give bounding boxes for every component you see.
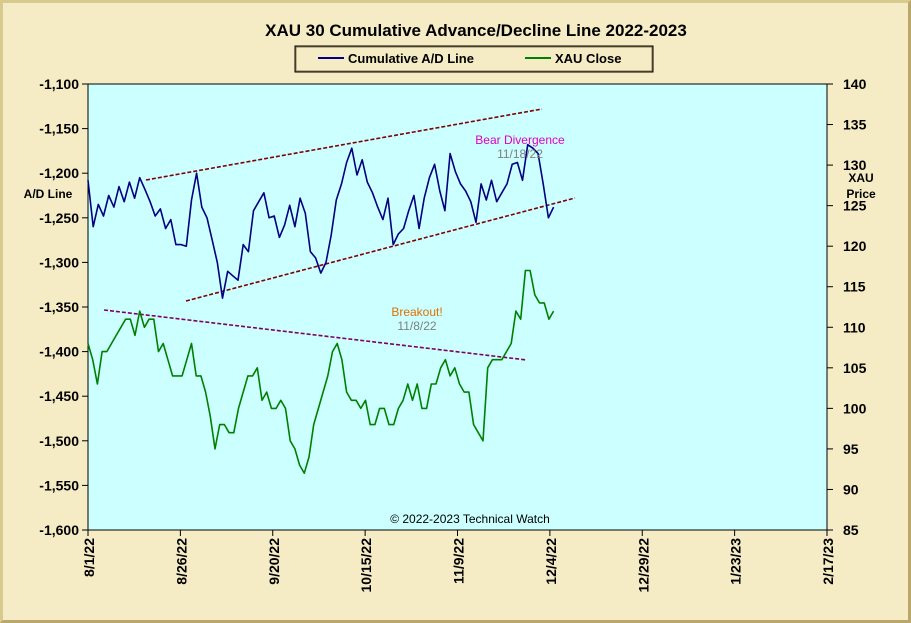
y-tick-label: -1,200 xyxy=(39,165,79,181)
y2-tick-label: 140 xyxy=(843,76,867,92)
y-tick-label: -1,500 xyxy=(39,433,79,449)
series-line-xau-close xyxy=(87,269,555,475)
channel-lines xyxy=(103,108,576,361)
y-tick-label: -1,350 xyxy=(39,299,79,315)
right-axis: 140 135 130 125 120 115 110 105 100 95 90 85 xyxy=(827,76,867,538)
x-axis: 8/1/22 8/26/22 9/20/22 10/15/22 11/9/22 12/4/… xyxy=(81,530,836,593)
y2-tick-label: 100 xyxy=(843,400,867,416)
y-tick-label: -1,250 xyxy=(39,210,79,226)
breakout-trend-line xyxy=(103,309,528,361)
y-tick-label: -1,550 xyxy=(39,477,79,493)
annotation-bear-divergence: Bear Divergence xyxy=(475,133,565,147)
legend: Cumulative A/D Line XAU Close xyxy=(294,45,654,73)
x-tick-label: 8/1/22 xyxy=(81,538,97,577)
y2-tick-label: 130 xyxy=(843,157,867,173)
y2-tick-label: 115 xyxy=(843,279,866,295)
x-tick-label: 2/17/23 xyxy=(820,538,836,585)
x-tick-label: 8/26/22 xyxy=(173,538,189,585)
right-axis-label-line1: XAU xyxy=(848,171,873,185)
y2-tick-label: 95 xyxy=(843,441,859,457)
x-tick-label: 11/9/22 xyxy=(451,538,467,584)
y2-tick-label: 120 xyxy=(843,238,867,254)
x-tick-label: 9/20/22 xyxy=(266,538,282,585)
y-tick-label: -1,400 xyxy=(39,344,79,360)
legend-label-ad-line: Cumulative A/D Line xyxy=(348,51,474,66)
y-tick-label: -1,100 xyxy=(39,76,79,92)
x-tick-label: 12/4/22 xyxy=(543,538,559,585)
lower-channel-line xyxy=(185,197,576,302)
right-axis-label-line2: Price xyxy=(846,187,876,201)
y-tick-label: -1,150 xyxy=(39,121,79,137)
series-line-ad-line xyxy=(87,143,555,299)
x-tick-label: 10/15/22 xyxy=(358,538,374,593)
upper-channel-line xyxy=(145,108,543,181)
left-axis-label: A/D Line xyxy=(24,187,73,201)
y2-tick-label: 105 xyxy=(843,360,867,376)
annotation-bear-divergence-date: 11/18/22 xyxy=(497,147,543,161)
credit-text: © 2022-2023 Technical Watch xyxy=(390,512,550,526)
y2-tick-label: 125 xyxy=(843,198,867,214)
chart-title: XAU 30 Cumulative Advance/Decline Line 2… xyxy=(265,21,687,40)
x-tick-label: 12/29/22 xyxy=(635,538,651,593)
x-tick-label: 1/23/23 xyxy=(728,538,744,585)
y2-tick-label: 85 xyxy=(843,522,859,538)
legend-label-xau-close: XAU Close xyxy=(555,51,621,66)
y-tick-label: -1,300 xyxy=(39,254,79,270)
left-axis: -1,100 -1,150 -1,200 -1,250 -1,300 -1,350 -1,4… xyxy=(39,76,88,538)
y2-tick-label: 90 xyxy=(843,481,859,497)
annotation-breakout-date: 11/8/22 xyxy=(397,319,436,333)
y-tick-label: -1,450 xyxy=(39,388,79,404)
y2-tick-label: 110 xyxy=(843,319,866,335)
plot-area xyxy=(87,83,828,531)
y-tick-label: -1,600 xyxy=(39,522,79,538)
annotation-breakout: Breakout! xyxy=(391,305,442,319)
y2-tick-label: 135 xyxy=(843,117,867,133)
